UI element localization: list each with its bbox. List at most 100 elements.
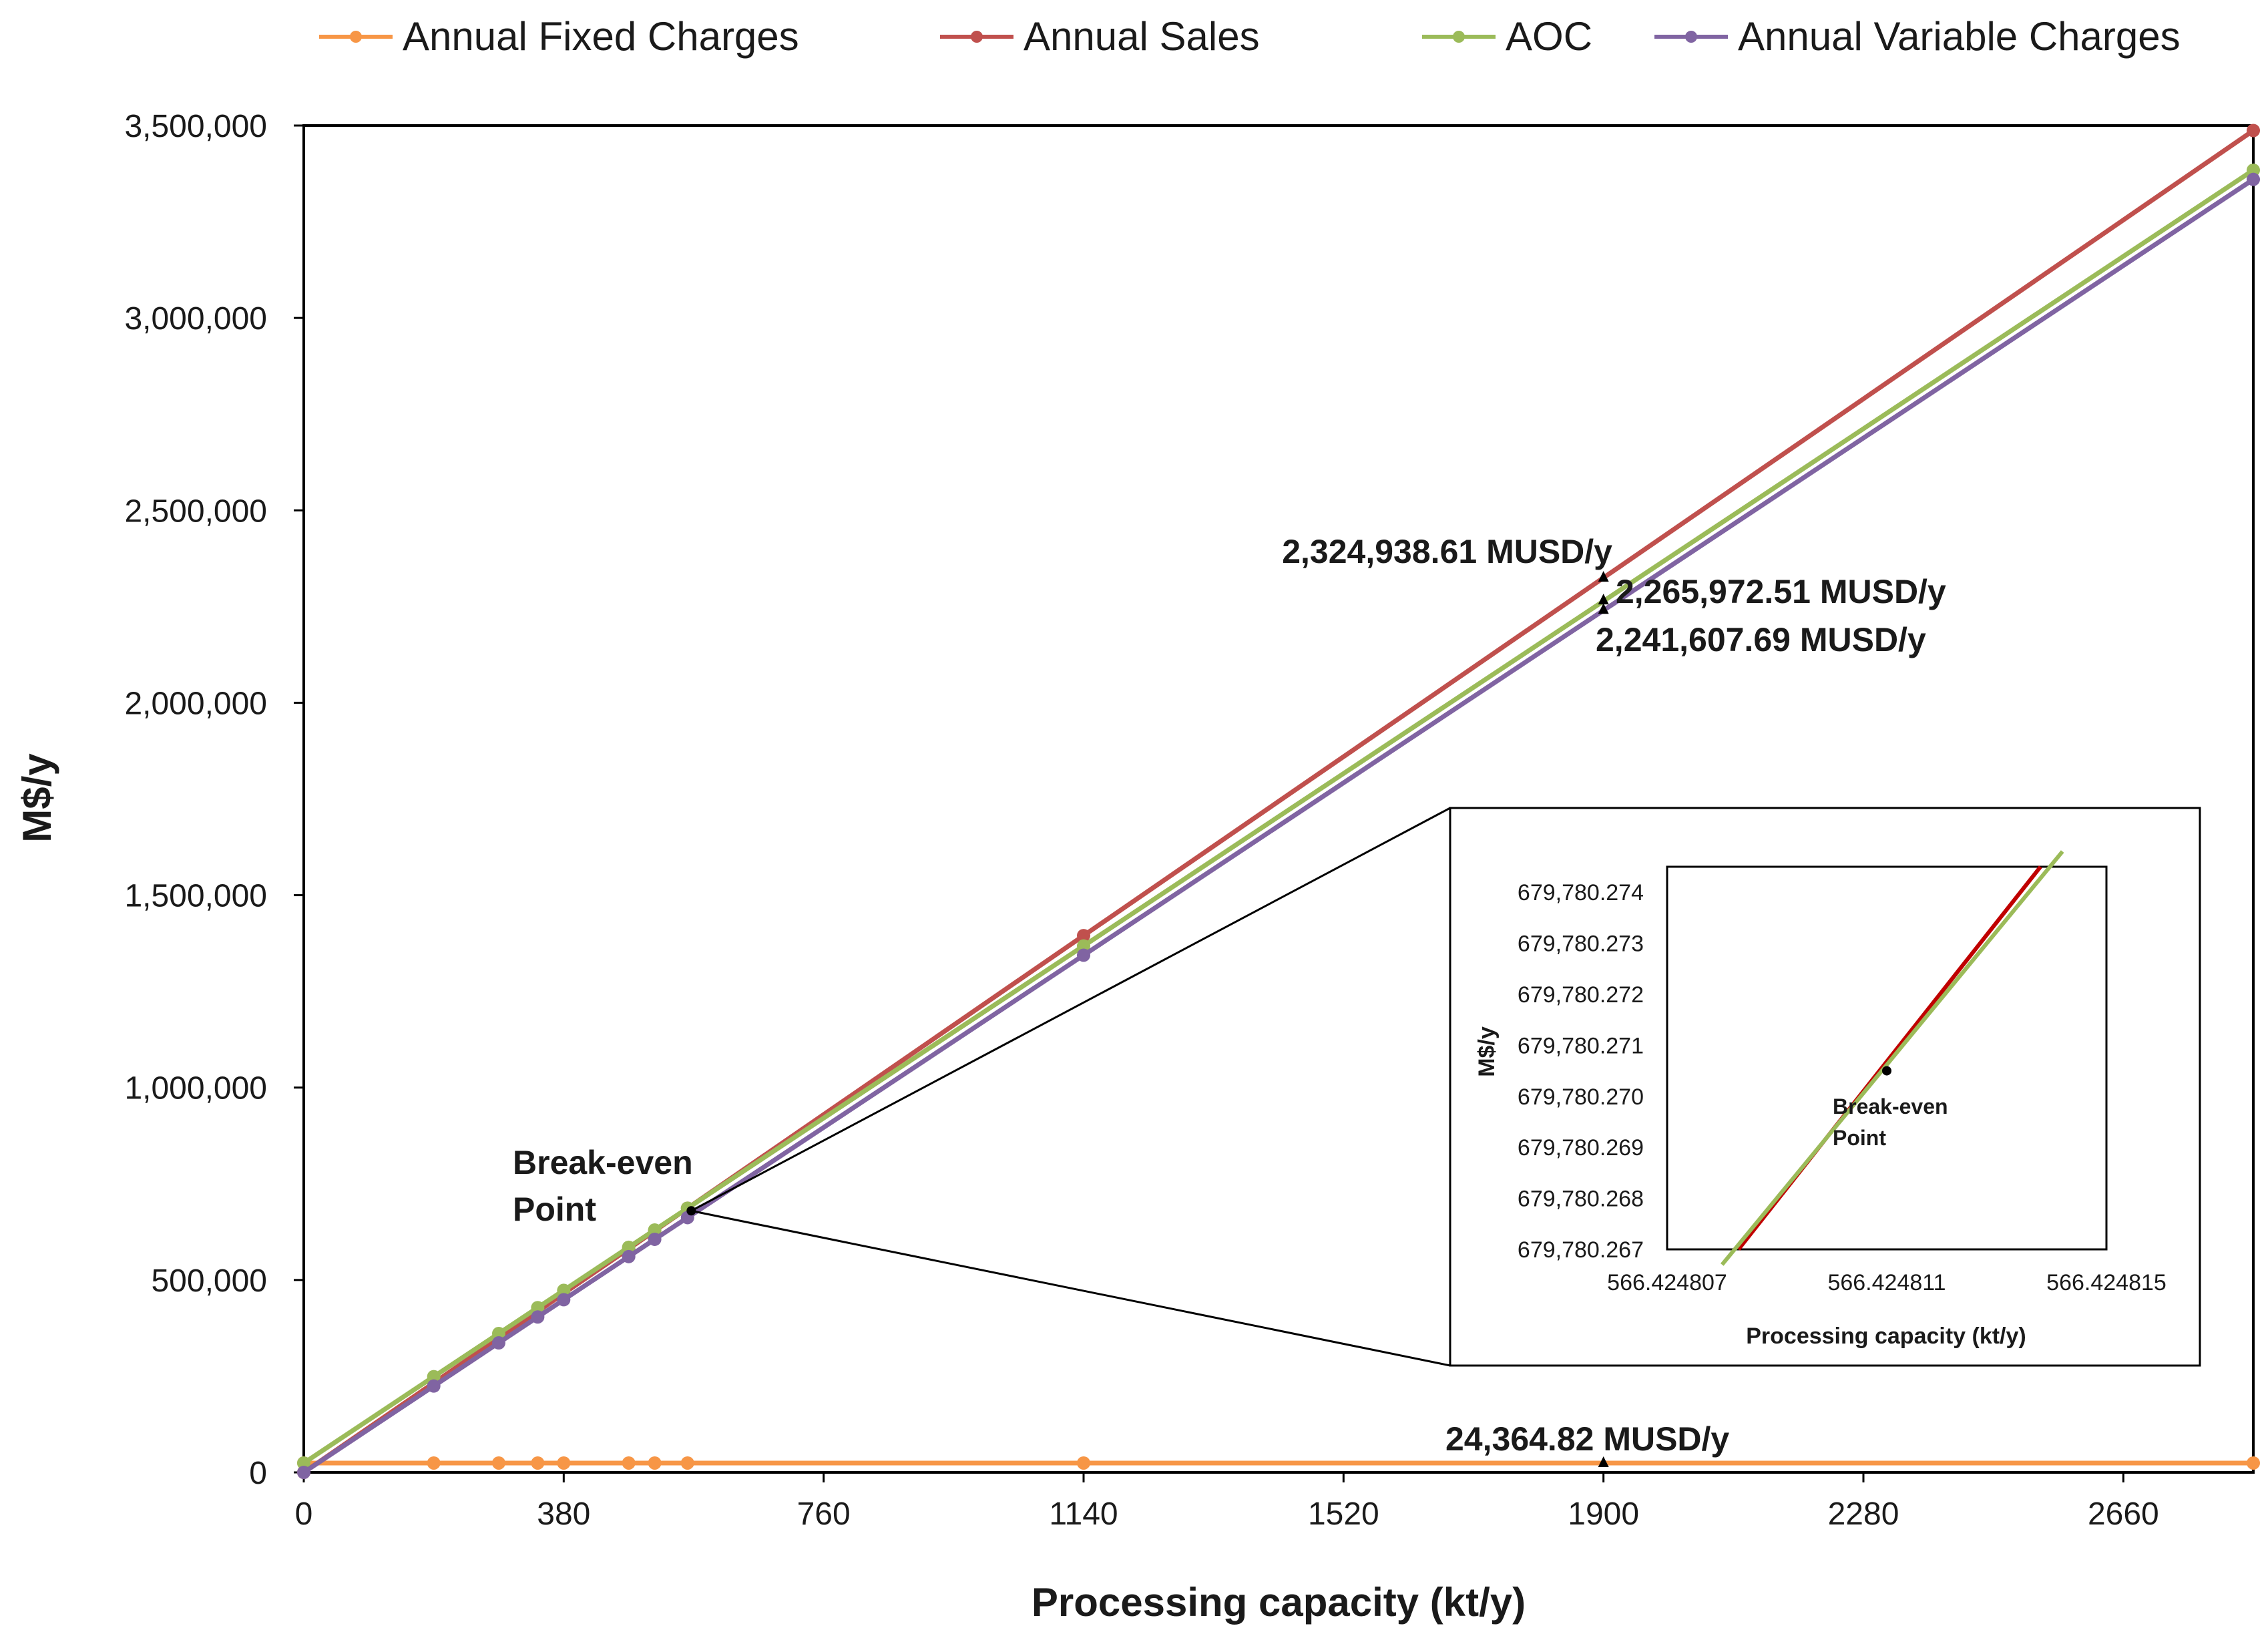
- y-tick-label: 2,000,000: [124, 686, 267, 721]
- x-tick-label: 0: [295, 1496, 313, 1532]
- x-tick-label: 1520: [1308, 1496, 1379, 1532]
- annotations: 2,324,938.61 MUSD/y 2,265,972.51 MUSD/y …: [1282, 533, 1946, 1467]
- legend-swatch-marker: [1453, 31, 1465, 43]
- data-point: [297, 1466, 310, 1479]
- data-point: [531, 1456, 545, 1470]
- x-tick-label: 380: [537, 1496, 590, 1532]
- y-tick-label: 500,000: [151, 1263, 267, 1299]
- data-point: [427, 1379, 441, 1393]
- data-point: [297, 1456, 310, 1470]
- annotation-marker: [1598, 594, 1609, 605]
- data-point: [622, 1249, 636, 1263]
- legend-swatch-marker: [350, 31, 362, 43]
- annotation-marker: [1598, 571, 1609, 582]
- legend-label: Annual Variable Charges: [1738, 14, 2181, 59]
- legend-item: Annual Fixed Charges: [319, 14, 799, 59]
- series-annual-fixed-charges: [297, 1456, 2260, 1470]
- data-point: [2247, 124, 2260, 138]
- data-point: [557, 1456, 571, 1470]
- inset-y-tick-label: 679,780.270: [1518, 1084, 1644, 1110]
- inset-break-even-point: [1882, 1066, 1891, 1076]
- annotation-marker: [1598, 603, 1609, 614]
- legend-label: AOC: [1506, 14, 1592, 59]
- break-even-label-line2: Point: [513, 1191, 596, 1228]
- x-tick-label: 2660: [2088, 1496, 2159, 1532]
- data-point: [680, 1456, 694, 1470]
- inset-series: [1720, 850, 2064, 1266]
- zoom-connector-bottom: [691, 1209, 1451, 1367]
- data-point: [531, 1301, 545, 1315]
- x-axis-title: Processing capacity (kt/y): [1032, 1580, 1526, 1625]
- legend-item: AOC: [1422, 14, 1592, 59]
- break-even-marker: Break-even Point: [513, 1144, 696, 1228]
- inset-x-axis-title: Processing capacity (kt/y): [1746, 1323, 2026, 1349]
- y-tick-label: 1,000,000: [124, 1071, 267, 1106]
- series-line: [302, 177, 2255, 1474]
- inset-y-ticks: 679,780.267 679,780.268 679,780.269 679,780…: [1518, 880, 1644, 1263]
- annotation-variable: 2,241,607.69 MUSD/y: [1596, 621, 1926, 658]
- inset-y-tick-label: 679,780.274: [1518, 880, 1644, 905]
- legend-swatch-marker: [1685, 31, 1697, 43]
- data-point: [648, 1456, 662, 1470]
- data-point: [1077, 1456, 1090, 1470]
- inset-plot-frame: [1666, 865, 2108, 1251]
- data-point: [622, 1456, 636, 1470]
- data-point: [2247, 163, 2260, 177]
- data-point: [427, 1370, 441, 1384]
- data-point: [1077, 929, 1090, 943]
- inset-y-axis-title: M$/y: [1474, 1026, 1500, 1077]
- series-line: [302, 168, 2255, 1465]
- y-tick-label: 2,500,000: [124, 493, 267, 529]
- inset-line-aoc: [1720, 850, 2064, 1266]
- annotation-fixed: 24,364.82 MUSD/y: [1445, 1420, 1729, 1458]
- data-point: [427, 1456, 441, 1470]
- data-point: [531, 1310, 545, 1324]
- inset-x-ticks: 566.424807 566.424811 566.424815: [1607, 1270, 2167, 1295]
- zoom-connector-top: [690, 807, 1451, 1212]
- inset-zoom: 679,780.267 679,780.268 679,780.269 679,780…: [1449, 807, 2201, 1367]
- zoom-connectors: [690, 807, 1451, 1367]
- inset-y-tick-label: 679,780.273: [1518, 932, 1644, 957]
- data-point: [492, 1336, 505, 1350]
- data-point: [492, 1327, 505, 1341]
- series-aoc: [297, 163, 2260, 1470]
- plot-area-frame: [302, 124, 2255, 1474]
- legend-label: Annual Sales: [1024, 14, 1260, 59]
- legend: Annual Fixed Charges Annual Sales AOC Annua…: [319, 14, 2181, 59]
- x-tick-label: 760: [797, 1496, 851, 1532]
- data-point: [557, 1293, 571, 1307]
- legend-label: Annual Fixed Charges: [403, 14, 799, 59]
- data-point: [557, 1283, 571, 1297]
- inset-break-even-line1: Break-even: [1833, 1094, 1948, 1118]
- series-layer: [297, 124, 2260, 1479]
- break-even-label-line1: Break-even: [513, 1144, 693, 1181]
- x-tick-label: 2280: [1828, 1496, 1899, 1532]
- data-point: [1077, 948, 1090, 962]
- x-tick-label: 1900: [1568, 1496, 1639, 1532]
- y-axis-ticks: 0 500,000 1,000,000 1,500,000 2,000,000 2,500…: [124, 109, 304, 1491]
- inset-y-tick-label: 679,780.272: [1518, 982, 1644, 1008]
- y-tick-label: 0: [249, 1456, 267, 1491]
- inset-x-tick-label: 566.424815: [2046, 1270, 2167, 1295]
- y-axis-title: M$/y: [15, 753, 59, 843]
- legend-item: Annual Sales: [940, 14, 1260, 59]
- legend-swatch-marker: [971, 31, 983, 43]
- inset-y-tick-label: 679,780.268: [1518, 1187, 1644, 1212]
- legend-item: Annual Variable Charges: [1654, 14, 2181, 59]
- annotation-aoc: 2,265,972.51 MUSD/y: [1616, 573, 1946, 610]
- y-tick-label: 3,000,000: [124, 301, 267, 337]
- y-tick-label: 1,500,000: [124, 879, 267, 914]
- annotation-sales: 2,324,938.61 MUSD/y: [1282, 533, 1612, 570]
- series-annual-variable-charges: [297, 172, 2260, 1479]
- annotation-marker: [1598, 1456, 1609, 1467]
- inset-y-tick-label: 679,780.271: [1518, 1033, 1644, 1058]
- data-point: [648, 1223, 662, 1237]
- data-point: [622, 1240, 636, 1254]
- data-point: [648, 1232, 662, 1246]
- data-point: [2247, 1456, 2260, 1470]
- data-point: [2247, 172, 2260, 186]
- y-tick-label: 3,500,000: [124, 109, 267, 144]
- x-tick-label: 1140: [1049, 1496, 1118, 1532]
